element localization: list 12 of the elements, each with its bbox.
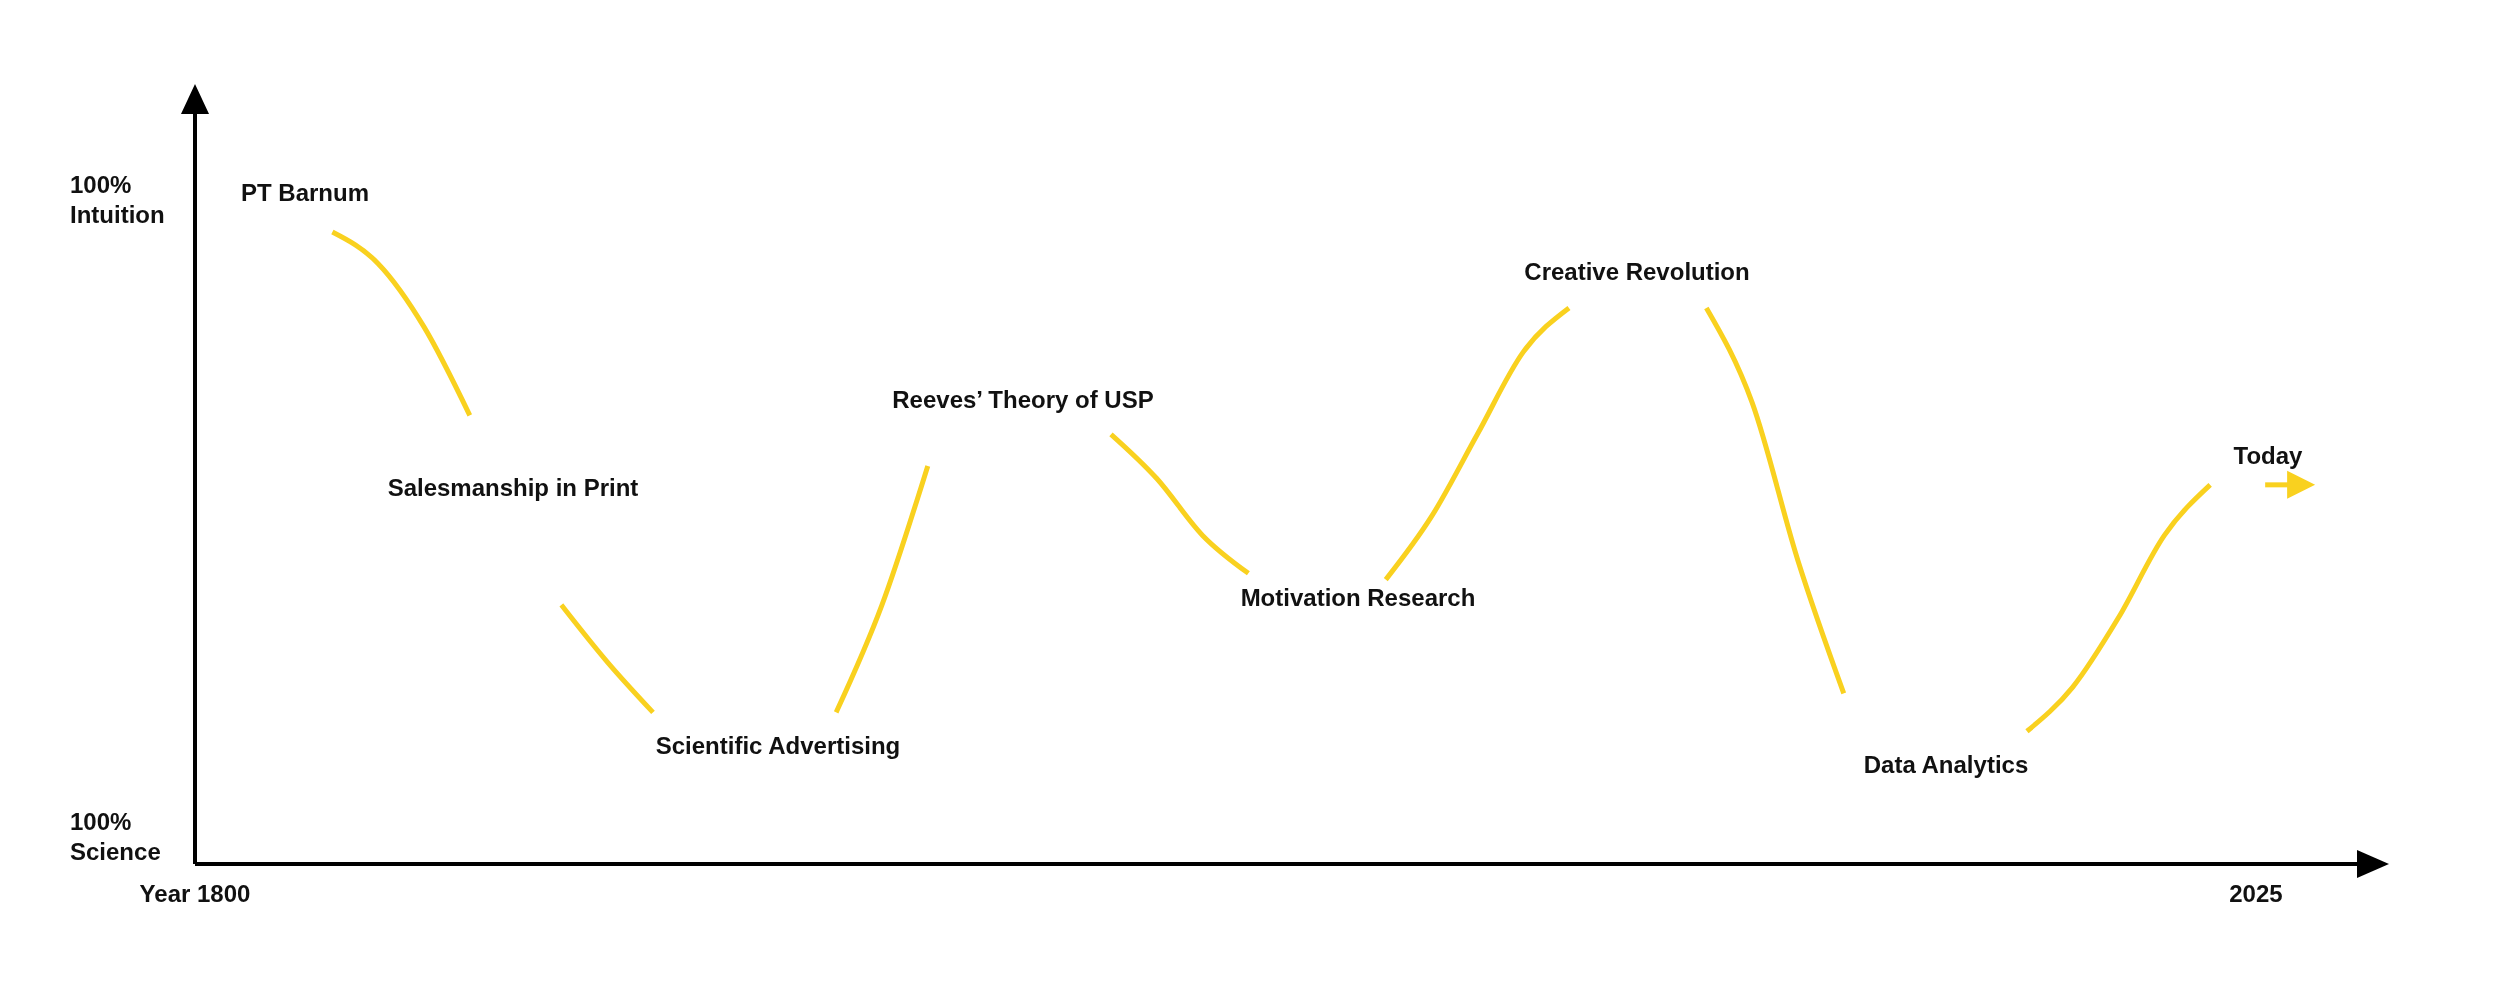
annotation: Creative Revolution [1524, 258, 1750, 285]
text: 100% Science [70, 808, 161, 865]
annotation: Today [2233, 442, 2304, 469]
text: 100% Intuition [70, 171, 165, 228]
annotation: Salesmanship in Print [387, 474, 639, 501]
annotation: Motivation Research [1240, 584, 1476, 611]
annotation: Data Analytics [1863, 751, 2029, 778]
text: PT Barnum [240, 179, 370, 206]
x-tick-label: Year 1800 [139, 880, 251, 907]
annotation: Reeves’ Theory of USP [892, 386, 1154, 413]
x-tick-label: 2025 [2229, 880, 2283, 907]
annotation: Scientific Advertising [655, 732, 901, 759]
